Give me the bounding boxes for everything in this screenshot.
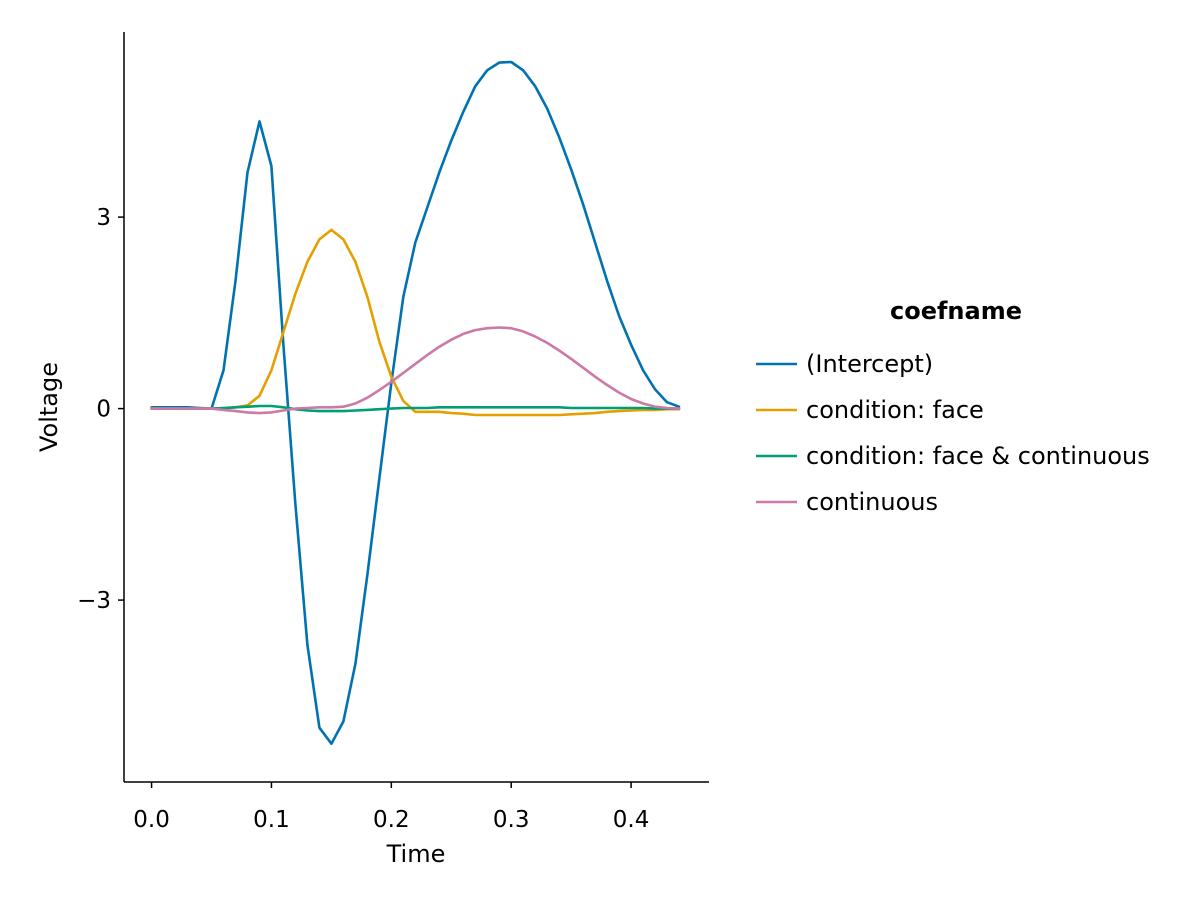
legend: coefname (Intercept) condition: face condi… xyxy=(756,297,1150,516)
series-line-3 xyxy=(150,326,681,415)
axes xyxy=(123,32,709,783)
x-tick-label: 0.1 xyxy=(253,807,290,833)
y-tick-label: −3 xyxy=(77,588,111,614)
legend-label-1: condition: face xyxy=(806,396,984,424)
x-tick-label: 0.0 xyxy=(133,807,170,833)
legend-label-3: continuous xyxy=(806,488,938,516)
series-line-0 xyxy=(150,60,681,746)
x-ticks: 0.0 0.1 0.2 0.3 0.4 xyxy=(133,782,649,833)
y-ticks: −3 0 3 xyxy=(77,205,124,614)
x-tick-label: 0.4 xyxy=(613,807,650,833)
x-tick-label: 0.3 xyxy=(493,807,530,833)
x-axis-label: Time xyxy=(386,840,446,868)
x-tick-label: 0.2 xyxy=(373,807,410,833)
y-axis-label: Voltage xyxy=(35,362,63,452)
legend-title: coefname xyxy=(890,297,1022,325)
series-line-2 xyxy=(150,404,681,413)
plot-lines xyxy=(150,60,681,746)
y-tick-label: 3 xyxy=(96,205,111,231)
legend-label-2: condition: face & continuous xyxy=(806,442,1150,470)
legend-items: (Intercept) condition: face condition: fac… xyxy=(756,350,1150,516)
legend-label-0: (Intercept) xyxy=(806,350,933,378)
y-tick-label: 0 xyxy=(96,397,111,423)
